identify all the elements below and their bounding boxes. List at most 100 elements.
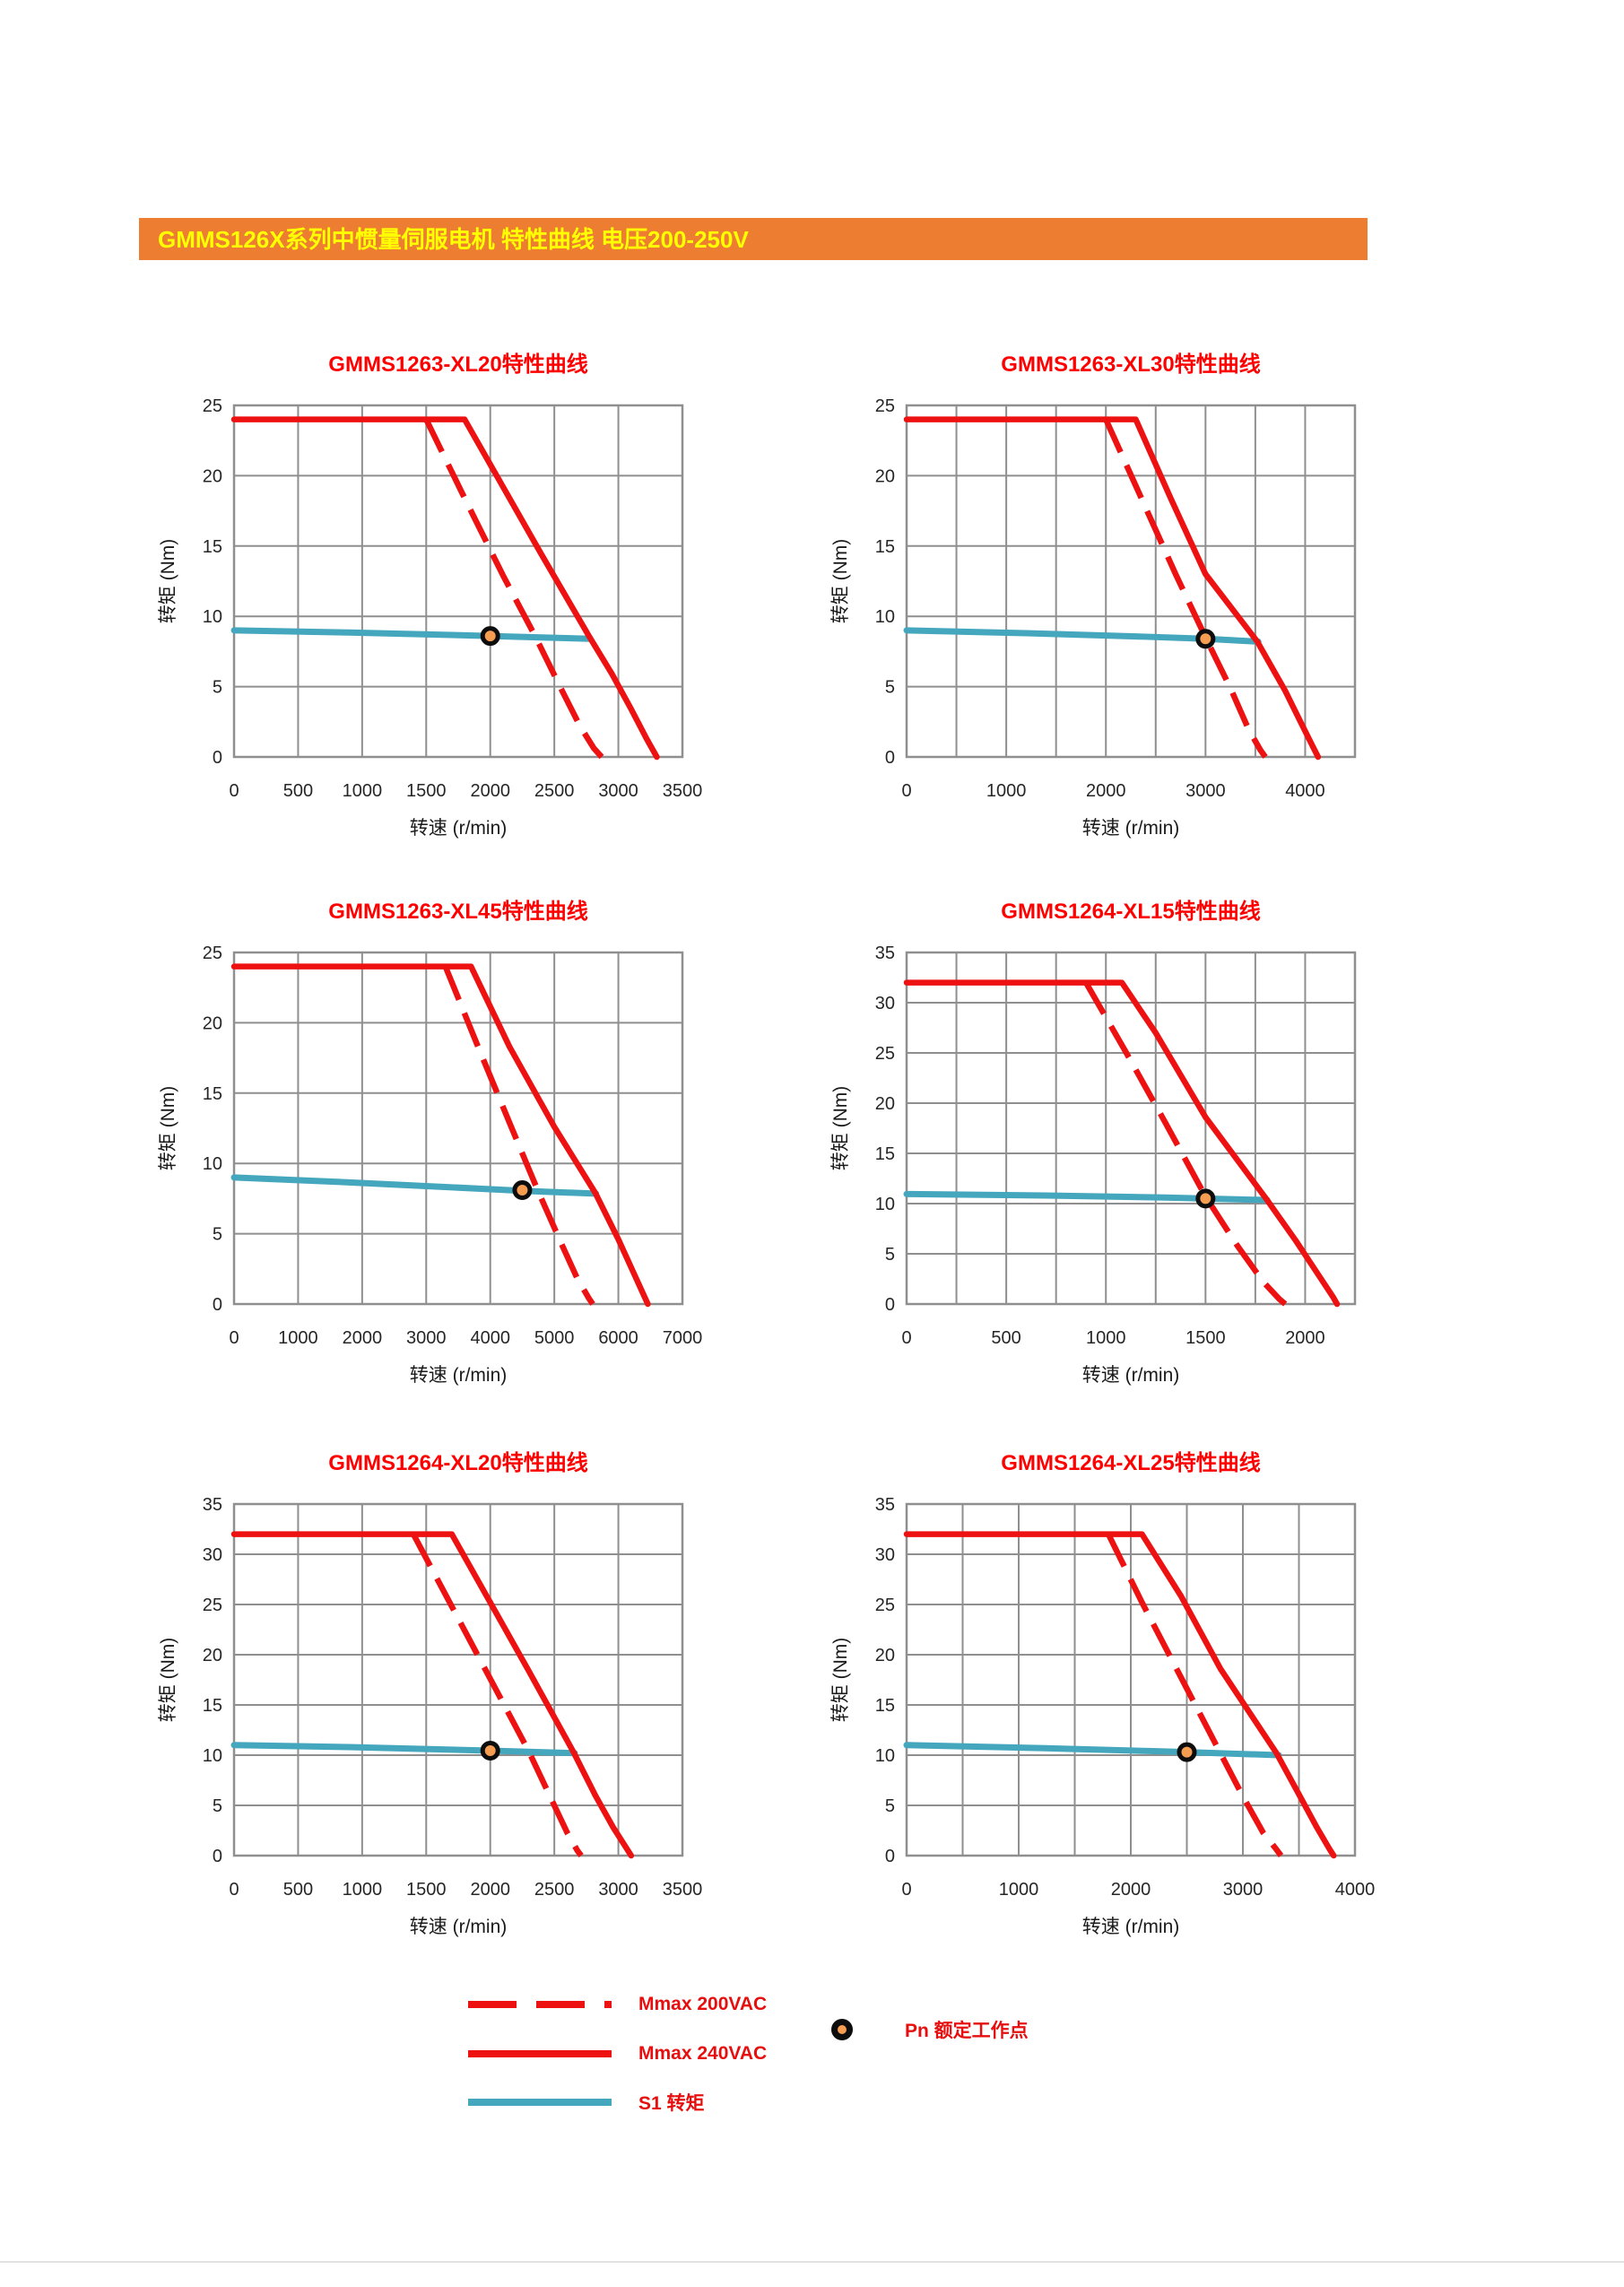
svg-text:10: 10 xyxy=(875,607,895,627)
svg-text:0: 0 xyxy=(901,1880,911,1900)
svg-text:0: 0 xyxy=(885,1295,895,1315)
svg-text:30: 30 xyxy=(203,1545,222,1565)
svg-text:0: 0 xyxy=(213,1295,222,1315)
svg-text:500: 500 xyxy=(283,1880,313,1900)
svg-text:20: 20 xyxy=(875,466,895,486)
legend-label: Pn 额定工作点 xyxy=(905,2021,1029,2041)
svg-text:15: 15 xyxy=(875,1696,895,1716)
svg-text:25: 25 xyxy=(875,1596,895,1615)
svg-text:10: 10 xyxy=(203,1154,222,1174)
svg-text:2500: 2500 xyxy=(534,1880,575,1900)
svg-text:3000: 3000 xyxy=(1185,781,1226,801)
svg-text:0: 0 xyxy=(901,1328,911,1348)
svg-text:3000: 3000 xyxy=(1223,1880,1264,1900)
svg-text:4000: 4000 xyxy=(1285,781,1325,801)
svg-text:1500: 1500 xyxy=(1185,1328,1226,1348)
svg-text:25: 25 xyxy=(875,396,895,416)
torque-speed-plot: 0 1000 2000 3000 4000 0 5 10 15 20 25 转速 (r/min) 转矩 … xyxy=(830,396,1357,839)
svg-text:0: 0 xyxy=(229,781,239,801)
svg-text:35: 35 xyxy=(875,1495,895,1515)
svg-text:0: 0 xyxy=(901,781,911,801)
svg-text:转矩 (Nm): 转矩 (Nm) xyxy=(830,539,851,623)
svg-text:15: 15 xyxy=(875,537,895,557)
svg-text:5: 5 xyxy=(213,1796,222,1816)
svg-text:5: 5 xyxy=(885,1796,895,1816)
svg-text:500: 500 xyxy=(991,1328,1020,1348)
torque-speed-plot: 0 1000 2000 3000 4000 0 5 10 15 20 25 30 35 转速 (r/min… xyxy=(830,1495,1375,1937)
svg-text:1000: 1000 xyxy=(278,1328,318,1348)
chart-block-gmms1264-xl20: GMMS1264-XL20特性曲线 0 500 1000 1500 2000 2500 30… xyxy=(135,1445,717,1947)
svg-text:0: 0 xyxy=(213,748,222,768)
svg-text:1500: 1500 xyxy=(406,781,447,801)
svg-text:2000: 2000 xyxy=(1111,1880,1151,1900)
solid-teal-line-icon xyxy=(468,2099,612,2106)
svg-text:5: 5 xyxy=(885,1245,895,1265)
torque-speed-plot: 0 500 1000 1500 2000 0 5 10 15 20 25 30 35 转速 (r/min)… xyxy=(830,943,1357,1386)
torque-speed-plot: 0 500 1000 1500 2000 2500 3000 3500 0 5 10 15 20 25 转速… xyxy=(158,396,702,839)
svg-text:0: 0 xyxy=(229,1880,239,1900)
svg-text:3000: 3000 xyxy=(598,781,638,801)
page-bottom-divider xyxy=(0,2261,1624,2263)
chart-title: GMMS1264-XL15特性曲线 xyxy=(1001,900,1261,924)
svg-text:转速 (r/min): 转速 (r/min) xyxy=(410,818,508,839)
svg-text:转矩 (Nm): 转矩 (Nm) xyxy=(158,1638,178,1722)
svg-text:1000: 1000 xyxy=(1086,1328,1126,1348)
svg-text:25: 25 xyxy=(203,396,222,416)
svg-text:25: 25 xyxy=(875,1044,895,1064)
svg-text:10: 10 xyxy=(203,607,222,627)
chart-block-gmms1264-xl25: GMMS1264-XL25特性曲线 0 1000 2000 3000 4000 0 5 10 1… xyxy=(807,1445,1390,1947)
svg-text:5: 5 xyxy=(885,678,895,698)
svg-text:0: 0 xyxy=(213,1847,222,1866)
svg-text:20: 20 xyxy=(875,1646,895,1665)
svg-text:转矩 (Nm): 转矩 (Nm) xyxy=(158,539,178,623)
legend-label: S1 转矩 xyxy=(638,2093,705,2114)
chart-block-gmms1263-xl20: GMMS1263-XL20特性曲线 0 500 1000 1500 2000 2500 30… xyxy=(135,346,717,848)
chart-title: GMMS1263-XL30特性曲线 xyxy=(1001,352,1261,377)
torque-speed-plot: 0 1000 2000 3000 4000 5000 6000 7000 0 5 10 15 20 25 转… xyxy=(158,943,703,1386)
svg-text:1000: 1000 xyxy=(343,781,383,801)
legend-item-s1-torque: S1 转矩 xyxy=(468,2090,705,2115)
torque-speed-plot: 0 500 1000 1500 2000 2500 3000 3500 0 5 10 15 20 25 30… xyxy=(158,1495,703,1937)
svg-text:35: 35 xyxy=(203,1495,222,1515)
legend-label: Mmax 200VAC xyxy=(638,1994,768,2014)
svg-text:15: 15 xyxy=(203,1696,222,1716)
svg-text:1000: 1000 xyxy=(999,1880,1039,1900)
chart-title: GMMS1264-XL20特性曲线 xyxy=(328,1451,588,1475)
svg-text:3000: 3000 xyxy=(406,1328,447,1348)
svg-text:30: 30 xyxy=(875,994,895,1013)
legend-item-rated-point: Pn 额定工作点 xyxy=(830,2017,1029,2042)
svg-text:25: 25 xyxy=(203,943,222,963)
svg-text:1000: 1000 xyxy=(343,1880,383,1900)
svg-text:7000: 7000 xyxy=(663,1328,703,1348)
svg-text:10: 10 xyxy=(875,1746,895,1766)
svg-text:3500: 3500 xyxy=(663,1880,703,1900)
chart-title: GMMS1263-XL45特性曲线 xyxy=(328,900,588,924)
svg-text:3000: 3000 xyxy=(598,1880,638,1900)
svg-text:5: 5 xyxy=(213,1225,222,1245)
dashed-red-line-icon xyxy=(468,2001,612,2008)
svg-text:2000: 2000 xyxy=(1285,1328,1325,1348)
svg-text:1500: 1500 xyxy=(406,1880,447,1900)
svg-text:转矩 (Nm): 转矩 (Nm) xyxy=(158,1086,178,1170)
svg-text:30: 30 xyxy=(875,1545,895,1565)
legend-label: Mmax 240VAC xyxy=(638,2043,768,2064)
svg-text:转速 (r/min): 转速 (r/min) xyxy=(410,1917,508,1937)
svg-text:2000: 2000 xyxy=(470,1880,510,1900)
svg-text:转速 (r/min): 转速 (r/min) xyxy=(1082,1917,1180,1937)
svg-text:35: 35 xyxy=(875,943,895,963)
chart-block-gmms1263-xl30: GMMS1263-XL30特性曲线 0 1000 2000 3000 4000 0 5 10 1… xyxy=(807,346,1390,848)
legend-item-mmax-240vac: Mmax 240VAC xyxy=(468,2041,767,2066)
svg-text:25: 25 xyxy=(203,1596,222,1615)
svg-text:2000: 2000 xyxy=(1086,781,1126,801)
svg-text:转矩 (Nm): 转矩 (Nm) xyxy=(830,1638,851,1722)
svg-text:2000: 2000 xyxy=(343,1328,383,1348)
svg-text:0: 0 xyxy=(229,1328,239,1348)
svg-text:转速 (r/min): 转速 (r/min) xyxy=(410,1365,508,1386)
svg-text:0: 0 xyxy=(885,1847,895,1866)
chart-title: GMMS1263-XL20特性曲线 xyxy=(328,352,588,377)
svg-text:2500: 2500 xyxy=(534,781,575,801)
svg-text:15: 15 xyxy=(203,537,222,557)
svg-text:20: 20 xyxy=(203,466,222,486)
svg-text:转速 (r/min): 转速 (r/min) xyxy=(1082,818,1180,839)
svg-text:1000: 1000 xyxy=(986,781,1027,801)
